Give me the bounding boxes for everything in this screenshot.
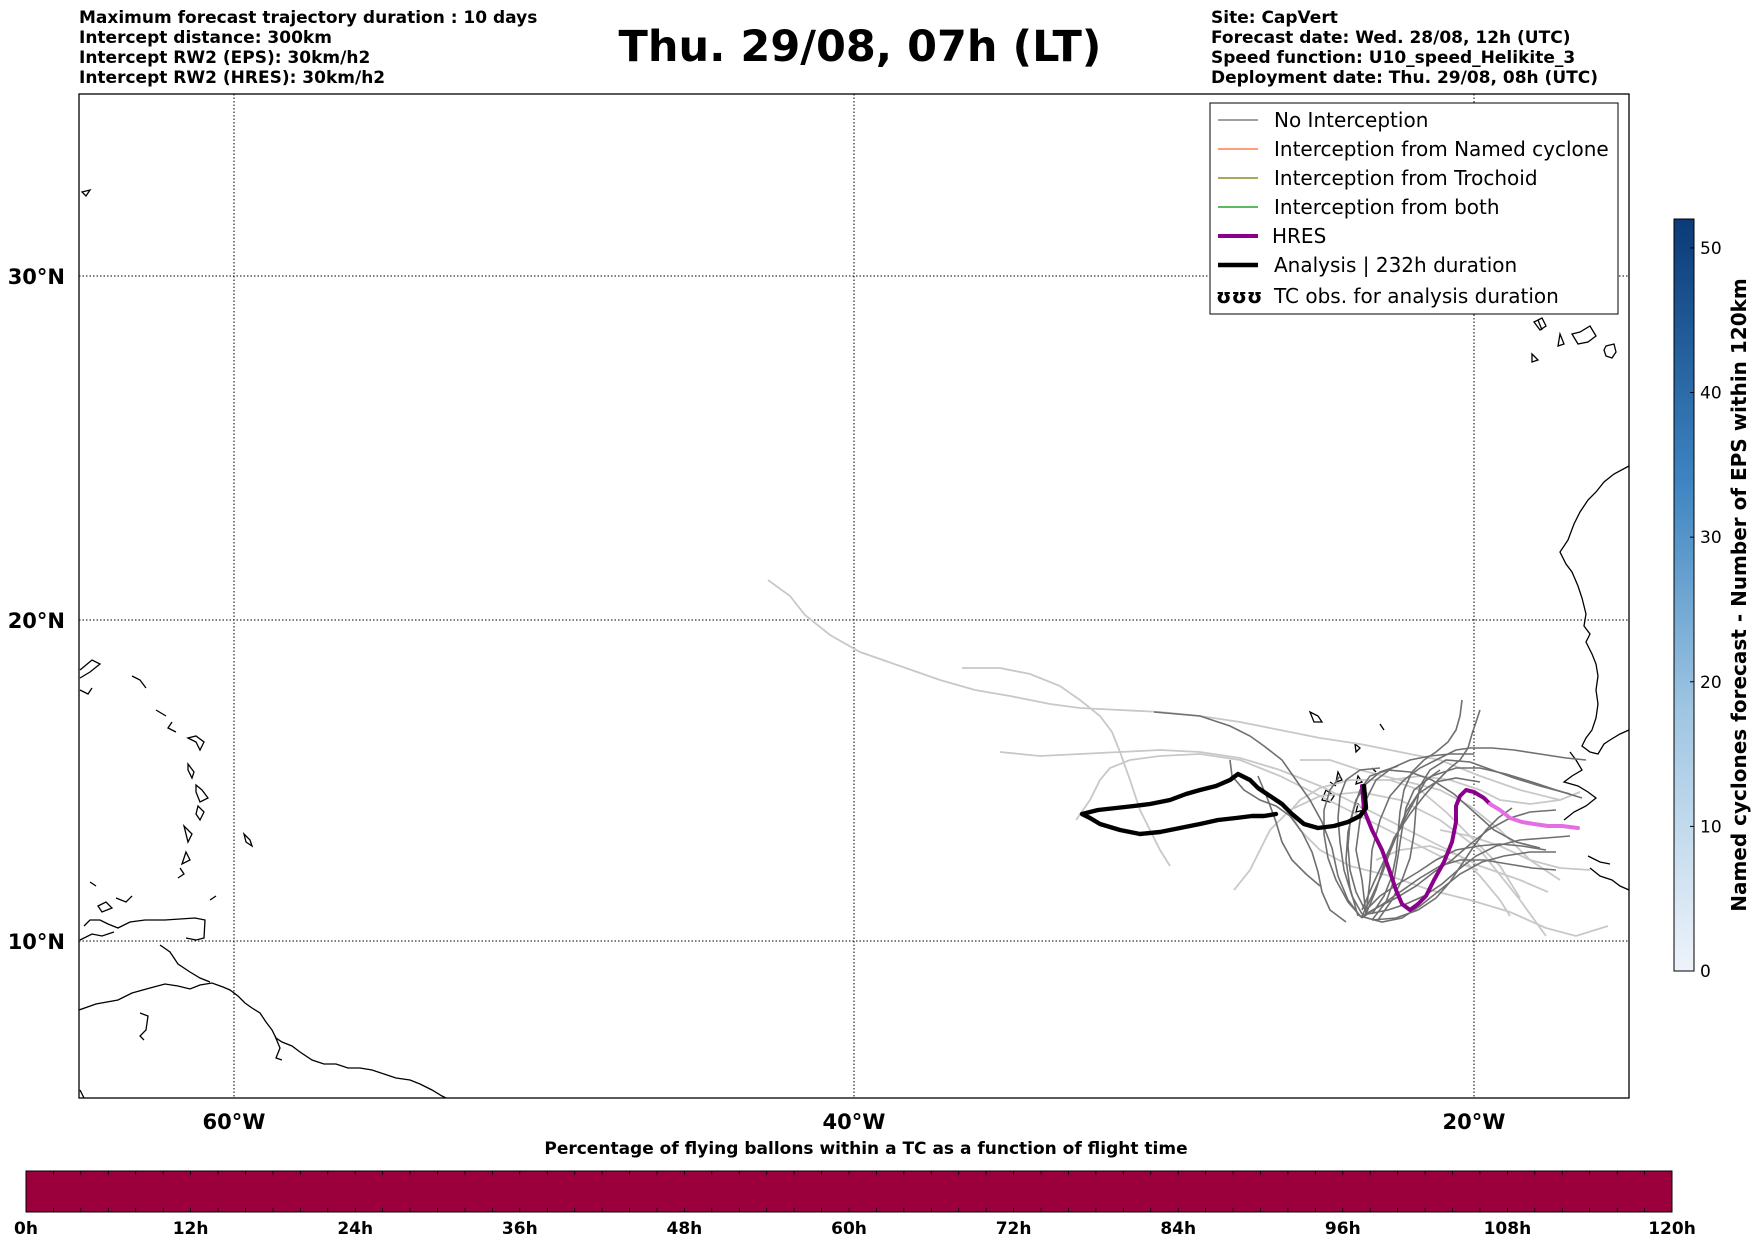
colorbar-bottom-bar (25, 1170, 1673, 1213)
svg-text:HRES: HRES (1272, 224, 1326, 248)
colorbar-bottom-tick-label: 108h (1484, 1219, 1532, 1239)
colorbar-bottom-minor-ticks (53, 1171, 1645, 1212)
max-duration-text: Maximum forecast trajectory duration : 1… (79, 8, 538, 28)
lat-label-10n: 10°N (8, 930, 65, 954)
intercept-eps-text: Intercept RW2 (EPS): 30km/h2 (79, 48, 371, 68)
page-title: Thu. 29/08, 07h (LT) (618, 22, 1102, 72)
legend-item-trochoid: Interception from Trochoid (1218, 166, 1538, 190)
analysis-trajectory (1079, 771, 1369, 837)
svg-text:TC obs. for analysis duration: TC obs. for analysis duration (1273, 284, 1559, 308)
legend-item-hres: HRES (1218, 224, 1326, 248)
colorbar-right-label: Named cyclones forecast - Number of EPS … (1727, 278, 1751, 912)
colorbar-right-ticks: 0 10 20 30 40 50 (1690, 239, 1722, 982)
lon-label-40w: 40°W (823, 1110, 886, 1134)
deployment-date-text: Deployment date: Thu. 29/08, 08h (UTC) (1211, 68, 1598, 88)
forecast-date-text: Forecast date: Wed. 28/08, 12h (UTC) (1211, 28, 1571, 48)
lat-label-20n: 20°N (8, 609, 65, 633)
lon-axis-labels: 60°W 40°W 20°W (203, 1110, 1506, 1134)
colorbar-right-tick-label: 0 (1700, 962, 1711, 982)
lon-label-60w: 60°W (203, 1110, 266, 1134)
colorbar-bottom-tick-label: 36h (502, 1219, 538, 1239)
lat-label-30n: 30°N (8, 265, 65, 289)
colorbar-right-tick-label: 40 (1700, 384, 1722, 404)
svg-text:Analysis | 232h duration: Analysis | 232h duration (1274, 253, 1517, 277)
intercept-hres-text: Intercept RW2 (HRES): 30km/h2 (79, 68, 386, 88)
svg-text:No Interception: No Interception (1274, 108, 1428, 132)
coastline-americas (79, 188, 448, 1098)
colorbar-right-tick-label: 50 (1700, 239, 1722, 259)
legend-item-both: Interception from both (1218, 195, 1500, 219)
colorbar-bottom-tick-label: 48h (667, 1219, 703, 1239)
legend-item-no-interception: No Interception (1218, 108, 1428, 132)
colorbar-bottom-tick-label: 84h (1160, 1219, 1196, 1239)
colorbar-right-gradient (1673, 218, 1695, 972)
site-text: Site: CapVert (1211, 8, 1338, 28)
colorbar-bottom: 0h 12h 24h 36h 48h 60h 72h 84h 96h 108h 120h (14, 1170, 1696, 1239)
bottom-colorbar-title: Percentage of flying ballons within a TC… (544, 1139, 1188, 1159)
colorbar-bottom-tick-label: 96h (1325, 1219, 1361, 1239)
colorbar-bottom-tick-label: 12h (173, 1219, 209, 1239)
colorbar-bottom-tick-label: 24h (337, 1219, 373, 1239)
site-parameters: Site: CapVert Forecast date: Wed. 28/08,… (1211, 8, 1598, 88)
colorbar-bottom-tick-label: 120h (1648, 1219, 1696, 1239)
map-frame (78, 93, 1630, 1099)
legend-item-named-cyclone: Interception from Named cyclone (1218, 137, 1609, 161)
svg-text:Interception from Trochoid: Interception from Trochoid (1274, 166, 1538, 190)
colorbar-bottom-ticks: 0h 12h 24h 36h 48h 60h 72h 84h 96h 108h 120h (14, 1219, 1696, 1239)
hres-trajectory (1360, 784, 1580, 912)
lat-axis-labels: 30°N 20°N 10°N (8, 265, 65, 954)
colorbar-right: 0 10 20 30 40 50 Named cyclones forecast - Nu… (1673, 218, 1751, 982)
speed-function-text: Speed function: U10_speed_Helikite_3 (1211, 48, 1576, 68)
colorbar-bottom-tick-label: 0h (14, 1219, 38, 1239)
lon-label-20w: 20°W (1443, 1110, 1506, 1134)
colorbar-bottom-tick-label: 60h (831, 1219, 867, 1239)
map-area (79, 94, 1629, 1098)
legend-item-tc-obs: ʊʊʊ TC obs. for analysis duration (1216, 284, 1559, 308)
tc-symbol-icon: ʊʊʊ (1216, 284, 1262, 308)
colorbar-right-tick-label: 10 (1700, 817, 1722, 837)
eps-trajectories-dark (1153, 699, 1587, 923)
legend-box (1209, 102, 1619, 315)
colorbar-bottom-tick-label: 72h (996, 1219, 1032, 1239)
eps-trajectories-light (767, 579, 1609, 937)
legend: No Interception Interception from Named … (1209, 102, 1619, 315)
intercept-distance-text: Intercept distance: 300km (79, 28, 332, 48)
svg-text:Interception from both: Interception from both (1274, 195, 1500, 219)
colorbar-right-tick-label: 20 (1700, 673, 1722, 693)
svg-text:Interception from Named cyclon: Interception from Named cyclone (1274, 137, 1609, 161)
forecast-parameters: Maximum forecast trajectory duration : 1… (79, 8, 537, 88)
colorbar-right-tick-label: 30 (1700, 528, 1722, 548)
legend-item-analysis: Analysis | 232h duration (1218, 253, 1517, 277)
